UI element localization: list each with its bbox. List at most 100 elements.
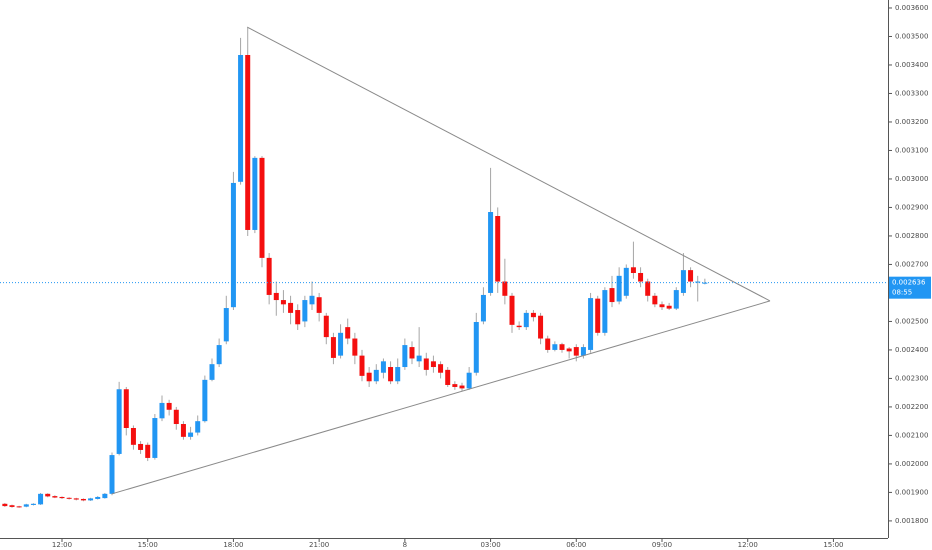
candle-body: [409, 347, 415, 359]
candle-body: [523, 312, 529, 328]
candle-body: [673, 290, 679, 309]
candle-body: [288, 302, 294, 313]
candle-body: [602, 290, 608, 333]
candle-body: [516, 325, 522, 328]
candle-body: [538, 315, 544, 339]
y-tick-label: 0.003500: [895, 32, 928, 40]
candle-body: [123, 389, 129, 429]
candle-body: [495, 215, 501, 282]
candle-body: [130, 428, 136, 445]
candle-body: [609, 288, 615, 303]
y-tick-label: 0.002700: [895, 260, 928, 268]
candle-body: [245, 54, 251, 230]
candle-body: [188, 432, 194, 437]
candle-body: [95, 496, 101, 499]
y-tick-label: 0.002800: [895, 232, 928, 240]
candle-body: [152, 418, 158, 458]
candle-body: [395, 367, 401, 382]
candle-body: [580, 347, 586, 356]
y-tick-label: 0.002200: [895, 403, 928, 411]
candle-body: [423, 358, 429, 370]
candle-body: [295, 310, 301, 325]
candle-body: [459, 385, 465, 389]
y-tick-label: 0.002900: [895, 203, 928, 211]
candle-body: [702, 282, 708, 284]
y-tick-label: 0.003200: [895, 118, 928, 126]
y-tick-label: 0.002100: [895, 431, 928, 439]
countdown-label: 08:55: [892, 289, 912, 297]
candle-body: [30, 503, 36, 505]
candle-body: [38, 493, 44, 505]
candle-body: [659, 304, 665, 308]
candle-body: [302, 300, 308, 322]
candle-body: [366, 372, 372, 382]
candle-body: [545, 338, 551, 350]
y-tick-label: 0.002300: [895, 374, 928, 382]
y-tick-label: 0.003300: [895, 89, 928, 97]
candle-body: [266, 257, 272, 295]
candle-body: [209, 364, 215, 380]
y-tick-label: 0.003400: [895, 61, 928, 69]
candle-body: [2, 503, 8, 507]
candle-body: [180, 424, 186, 437]
y-tick-label: 0.001900: [895, 488, 928, 496]
candle-body: [202, 379, 208, 422]
candle-body: [273, 292, 279, 301]
candle-body: [488, 212, 494, 293]
candle-body: [309, 295, 315, 305]
candle-body: [638, 272, 644, 282]
candle-body: [652, 295, 658, 305]
trendline: [111, 300, 771, 495]
candle-body: [645, 281, 651, 296]
x-tick-label: 21:00: [309, 541, 329, 549]
y-tick-label: 0.002400: [895, 346, 928, 354]
candle-body: [280, 300, 286, 305]
candle-body: [238, 54, 244, 182]
x-tick-label: 03:00: [480, 541, 500, 549]
candle-body: [695, 281, 701, 283]
candle-body: [573, 347, 579, 356]
candle-body: [45, 493, 51, 497]
candle-body: [566, 348, 572, 352]
y-tick-label: 0.002000: [895, 460, 928, 468]
y-tick-label: 0.001800: [895, 517, 928, 525]
candle-body: [373, 369, 379, 382]
candle-body: [216, 345, 222, 365]
candle-body: [530, 312, 536, 318]
y-tick-label: 0.003600: [895, 4, 928, 12]
candle-body: [88, 498, 94, 501]
candle-body: [52, 496, 58, 498]
candle-body: [230, 182, 236, 308]
candle-body: [623, 267, 629, 296]
candle-body: [73, 498, 79, 500]
candle-body: [23, 504, 29, 507]
candle-body: [80, 498, 86, 501]
candle-body: [480, 294, 486, 322]
y-tick-label: 0.003100: [895, 146, 928, 154]
x-tick-label: 12:00: [52, 541, 72, 549]
candle-body: [330, 337, 336, 358]
candle-body: [616, 275, 622, 302]
candle-body: [559, 344, 565, 350]
candle-body: [680, 270, 686, 293]
candle-body: [688, 270, 694, 282]
trendline: [246, 26, 771, 302]
candle-body: [195, 421, 201, 433]
candle-body: [166, 402, 172, 410]
candle-body: [109, 455, 115, 494]
candle-body: [509, 295, 515, 325]
candle-body: [630, 267, 636, 273]
candle-body: [138, 443, 144, 450]
x-tick-label: 15:00: [823, 541, 843, 549]
candle-body: [466, 372, 472, 389]
candle-body: [473, 322, 479, 373]
candle-body: [666, 305, 672, 309]
x-tick-label: 8: [403, 541, 407, 549]
candle-body: [252, 157, 258, 230]
last-price-label: 0.002636: [892, 279, 926, 287]
candle-body: [116, 389, 122, 454]
candle-body: [380, 361, 386, 373]
